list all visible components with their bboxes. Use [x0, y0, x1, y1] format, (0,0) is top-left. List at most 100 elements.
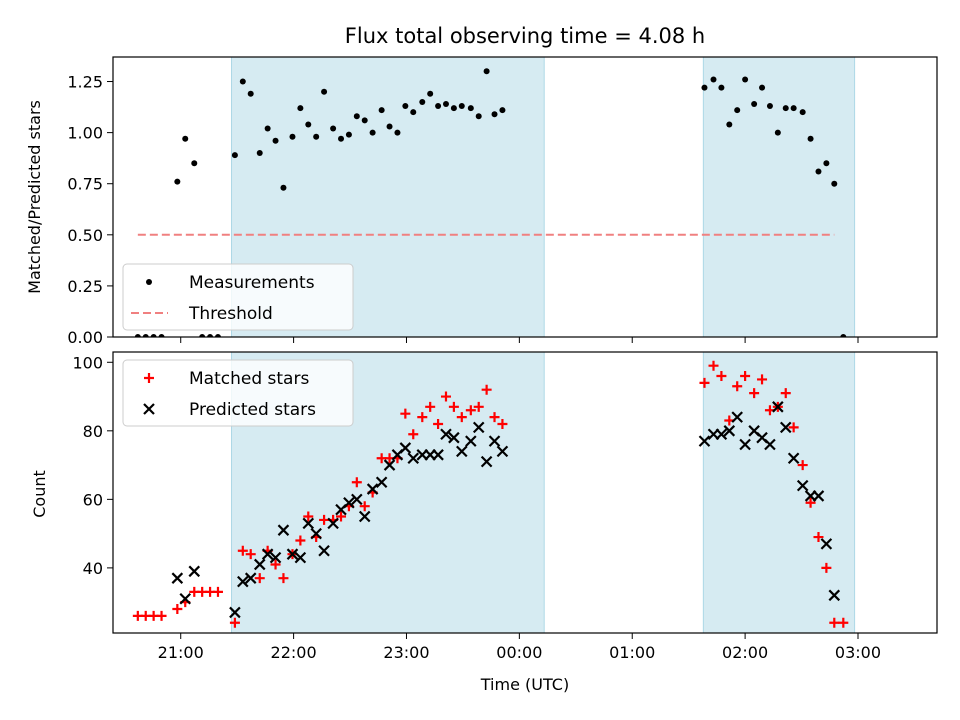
predicted-star-point	[480, 455, 493, 468]
predicted-star-point	[796, 479, 809, 492]
predicted-star-point	[399, 442, 412, 454]
measurement-point	[158, 334, 165, 337]
legend-label: Measurements	[189, 273, 315, 293]
predicted-star-point	[261, 548, 274, 560]
matched-star-point	[425, 401, 436, 412]
predicted-star-point	[318, 544, 330, 557]
predicted-star-point	[302, 517, 315, 530]
predicted-star-point	[171, 572, 184, 584]
measurement-point	[182, 135, 189, 142]
measurement-point	[207, 334, 214, 337]
measurement-point	[718, 84, 725, 91]
matched-star-point	[245, 549, 256, 560]
legend-label: Matched stars	[189, 369, 309, 389]
measurement-point	[142, 334, 149, 337]
predicted-star-point	[432, 449, 444, 461]
measurement-point	[305, 121, 312, 128]
measurement-point	[782, 105, 789, 112]
measurement-point	[369, 129, 376, 136]
top-legend: Measurements Threshold	[122, 263, 354, 331]
measurement-point	[499, 107, 506, 114]
predicted-star-point	[358, 510, 371, 523]
predicted-star-point	[327, 517, 339, 530]
matched-star-point	[440, 391, 451, 402]
predicted-star-point	[731, 411, 743, 423]
matched-star-point	[708, 360, 719, 371]
x-tick-label: 01:00	[609, 643, 655, 662]
matched-star-point	[319, 514, 330, 525]
predicted-star-point	[343, 497, 355, 509]
matched-star-point	[237, 545, 248, 556]
measurement-point	[272, 137, 279, 144]
predicted-star-point	[465, 435, 477, 447]
measurement-point	[231, 152, 238, 159]
predicted-star-point	[229, 606, 241, 619]
measurement-point	[823, 160, 830, 167]
bottom-y-tick-label: 80	[83, 422, 103, 441]
measurement-point	[751, 101, 758, 108]
matched-star-point	[788, 422, 799, 433]
measurement-point	[174, 178, 181, 185]
matched-star-point	[172, 604, 183, 615]
measurement-point	[734, 107, 741, 114]
measurement-point	[134, 334, 141, 337]
measurement-point	[353, 113, 360, 120]
matched-star-point	[156, 610, 167, 621]
predicted-star-point	[253, 558, 266, 571]
measurement-point	[427, 90, 434, 97]
matched-star-point	[473, 401, 484, 412]
matched-star-point	[400, 408, 411, 419]
top-y-tick-label: 0.00	[67, 328, 103, 347]
measurement-point	[467, 105, 474, 112]
top-y-tick-label: 0.25	[67, 277, 103, 296]
measurement-point	[313, 133, 320, 140]
matched-star-point	[229, 617, 240, 628]
predicted-star-point	[351, 493, 363, 506]
measurement-point	[256, 150, 263, 157]
predicted-star-point	[772, 401, 784, 413]
predicted-star-point	[764, 438, 776, 451]
measurement-point	[191, 160, 198, 167]
measurement-point	[799, 109, 806, 116]
chart-title: Flux total observing time = 4.08 h	[345, 24, 705, 48]
bottom-y-tick-label: 40	[83, 559, 103, 578]
legend-measurement-swatch	[146, 279, 152, 285]
predicted-star-point	[448, 431, 460, 444]
predicted-star-point	[779, 421, 792, 434]
top-y-tick-label: 0.75	[67, 175, 103, 194]
matched-star-point	[278, 573, 289, 584]
matched-star-point	[270, 559, 281, 570]
measurement-point	[701, 84, 708, 91]
predicted-star-point	[698, 435, 711, 447]
predicted-star-point	[366, 483, 379, 495]
matched-star-point	[497, 418, 508, 429]
measurement-point	[831, 180, 838, 187]
measurement-point	[150, 334, 157, 337]
measurement-point	[458, 103, 465, 110]
measurement-point	[321, 88, 328, 95]
predicted-star-point	[179, 592, 192, 605]
top-y-tick-label: 1.25	[67, 73, 103, 92]
predicted-star-point	[488, 435, 501, 447]
measurement-point	[759, 84, 766, 91]
measurement-point	[199, 334, 206, 337]
bottom-shaded-interval-1	[702, 351, 856, 634]
measurement-point	[402, 103, 409, 110]
measurement-point	[726, 121, 733, 128]
measurement-point	[264, 125, 271, 132]
top-legend-box	[122, 263, 354, 331]
measurement-point	[710, 76, 717, 83]
predicted-star-point	[188, 565, 201, 578]
bottom-y-tick-label: 60	[83, 490, 103, 509]
measurement-point	[378, 107, 385, 114]
ratio-panel: 0.00 0.25 0.50 0.75 1.00 1.25 Measurements Thre…	[67, 56, 938, 347]
measurement-point	[442, 101, 449, 108]
measurement-point	[742, 76, 749, 83]
predicted-star-point	[286, 548, 299, 560]
matched-star-point	[359, 501, 370, 512]
predicted-star-point	[244, 572, 257, 584]
measurement-point	[774, 129, 781, 136]
matched-star-point	[336, 511, 347, 522]
matched-star-point	[699, 377, 710, 388]
